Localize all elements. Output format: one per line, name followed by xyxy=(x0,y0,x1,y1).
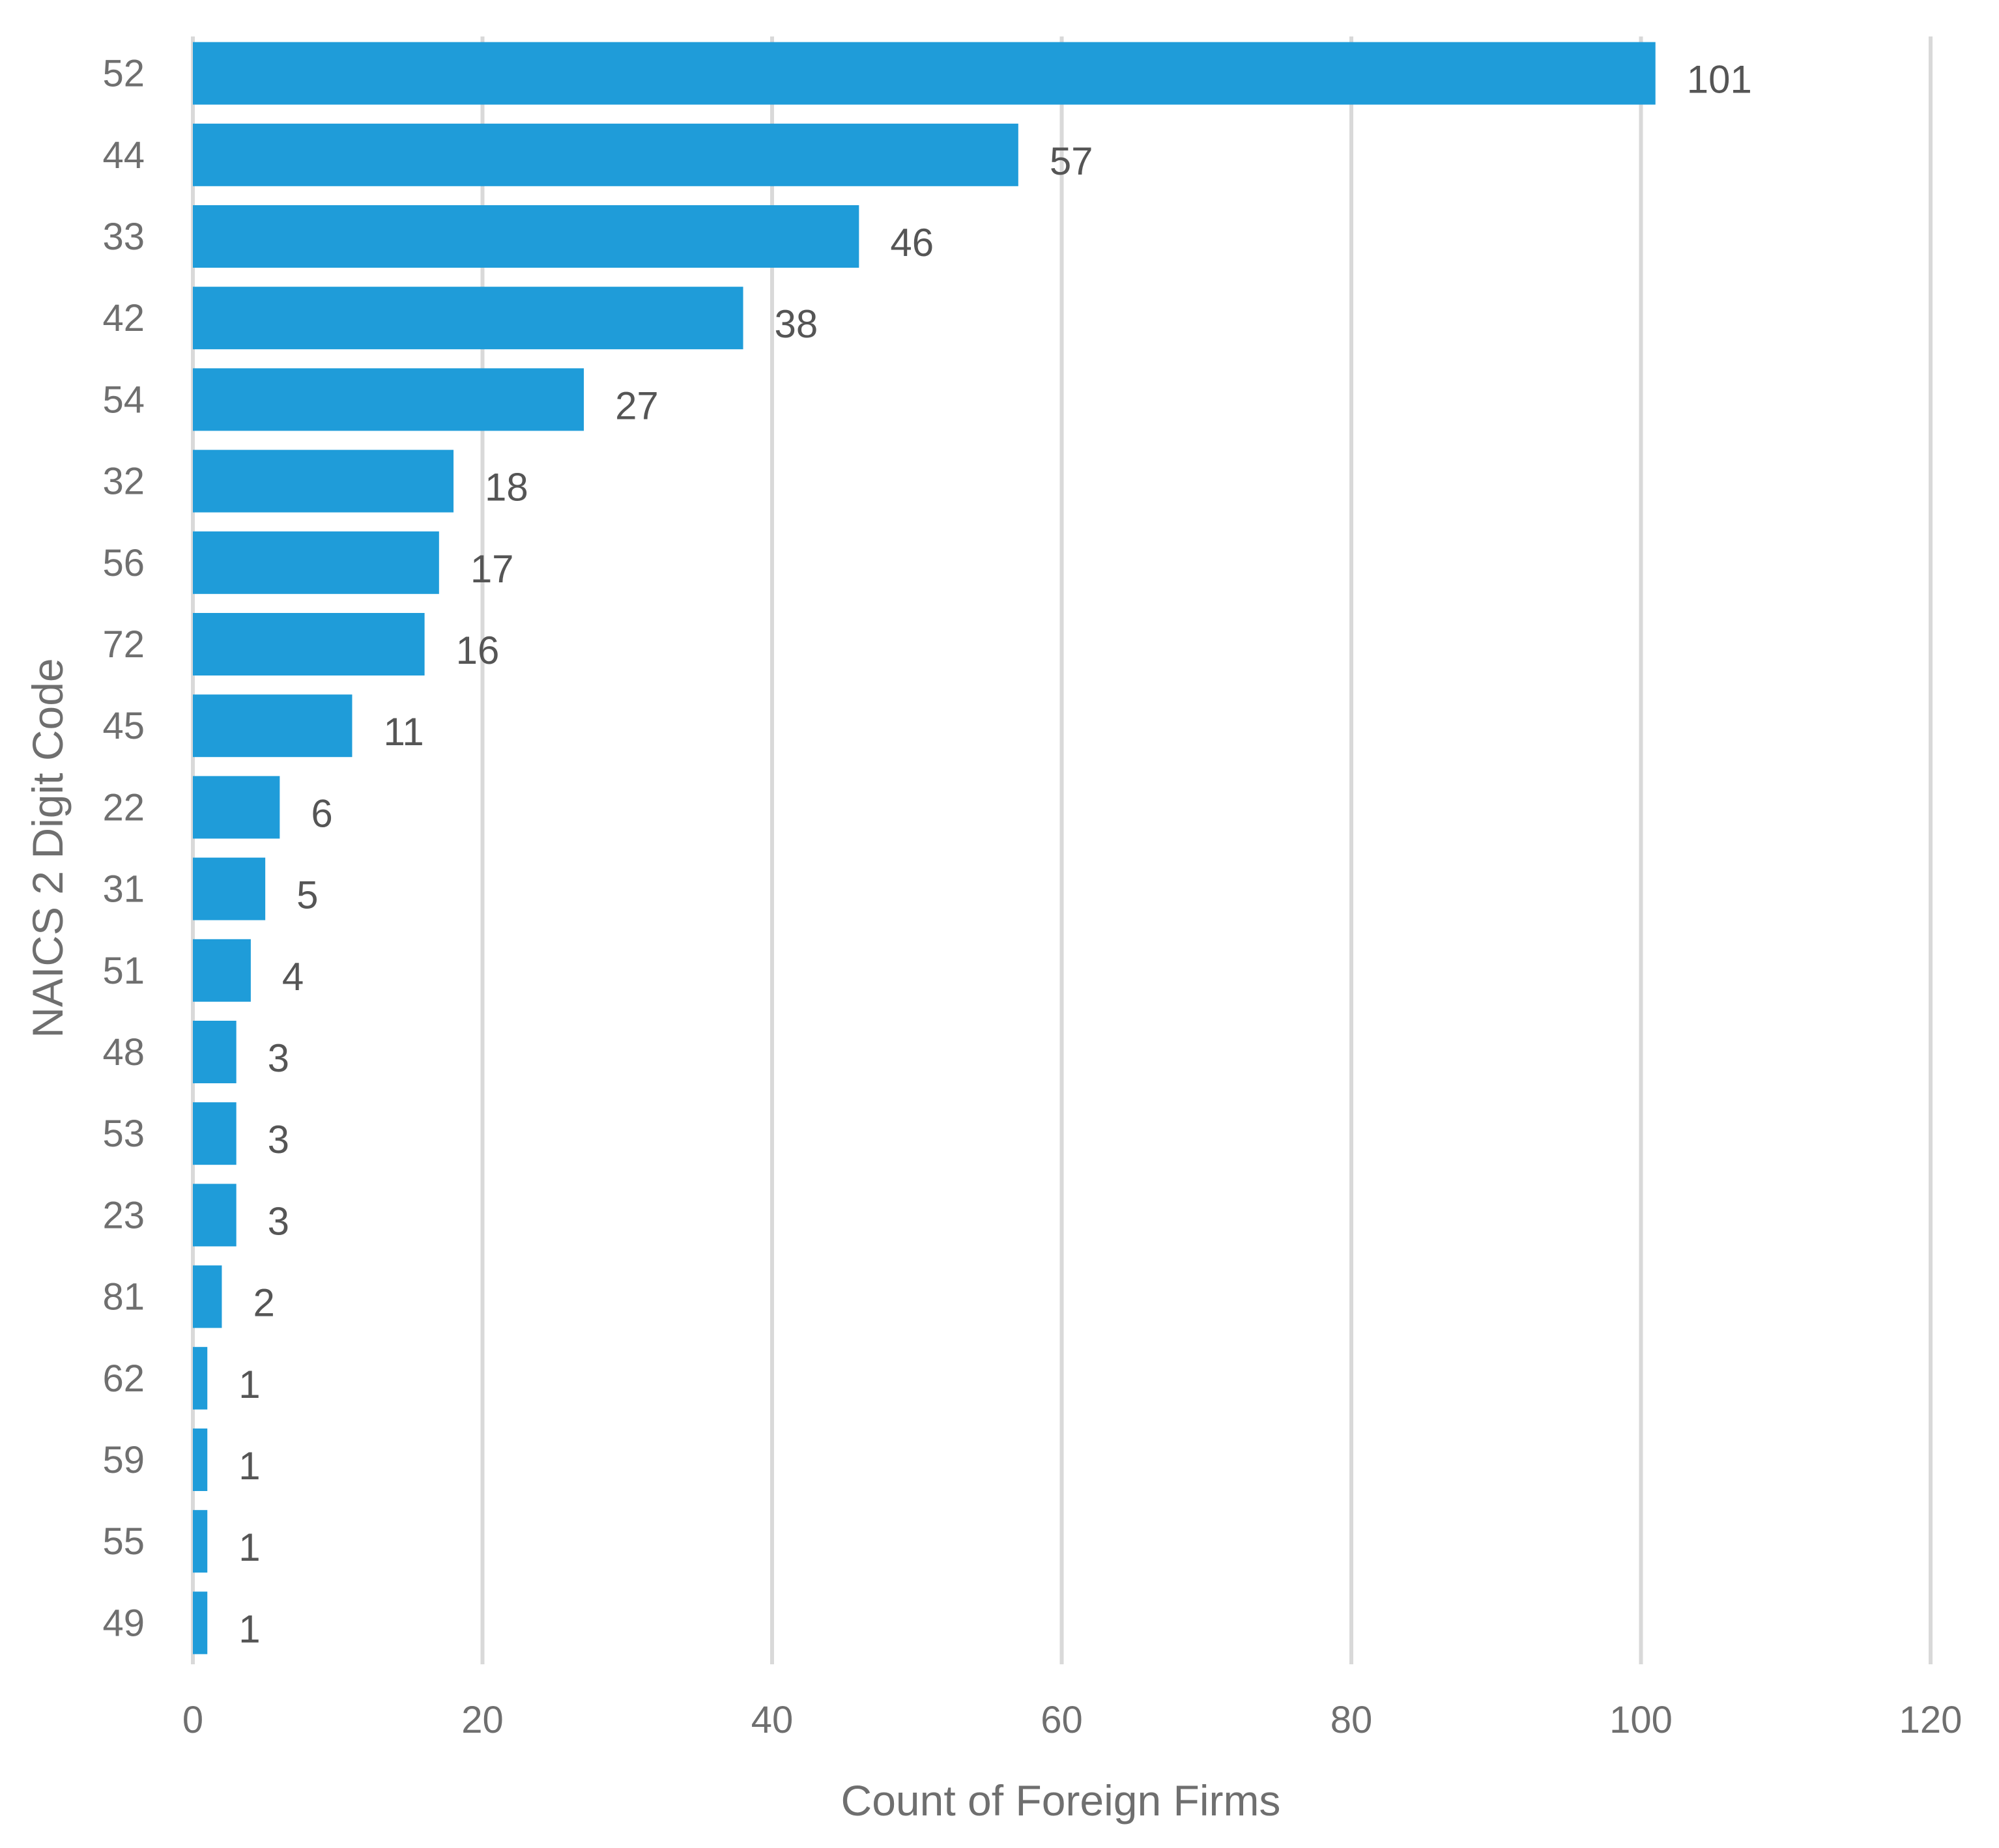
y-tick-label-31: 31 xyxy=(102,868,145,911)
y-tick-label-55: 55 xyxy=(102,1520,145,1563)
data-label-45: 11 xyxy=(383,710,424,754)
gridlines xyxy=(191,36,1933,1664)
y-tick-label-45: 45 xyxy=(102,705,145,747)
data-label-31: 5 xyxy=(296,874,318,917)
data-label-33: 46 xyxy=(890,221,934,264)
bar-33 xyxy=(193,205,859,268)
bar-55 xyxy=(193,1510,208,1573)
y-tick-label-33: 33 xyxy=(102,216,145,258)
x-axis-title: Count of Foreign Firms xyxy=(841,1776,1281,1825)
y-axis-title: NAICS 2 Digit Code xyxy=(23,658,72,1038)
data-label-56: 17 xyxy=(470,547,514,591)
y-tick-label-56: 56 xyxy=(102,542,145,584)
x-tick-label: 100 xyxy=(1609,1699,1673,1741)
y-tick-label-32: 32 xyxy=(102,461,145,503)
bar-48 xyxy=(193,1021,237,1083)
y-tick-label-23: 23 xyxy=(102,1194,145,1236)
bar-56 xyxy=(193,531,439,594)
bar-53 xyxy=(193,1102,237,1165)
data-label-59: 1 xyxy=(238,1444,260,1488)
data-label-54: 27 xyxy=(615,384,659,427)
y-tick-label-62: 62 xyxy=(102,1358,145,1400)
bar-49 xyxy=(193,1591,208,1655)
y-tick-labels: 52 44 33 42 54 32 56 72 45 22 31 51 48 53 23 81 62 59 55 49 xyxy=(102,53,145,1645)
data-label-44: 57 xyxy=(1050,139,1093,183)
bars xyxy=(193,42,1656,1655)
data-label-42: 38 xyxy=(775,302,818,346)
bar-54 xyxy=(193,368,584,431)
data-label-48: 3 xyxy=(268,1036,289,1080)
y-tick-label-53: 53 xyxy=(102,1113,145,1155)
bar-51 xyxy=(193,939,251,1002)
data-label-81: 2 xyxy=(253,1281,274,1325)
x-tick-label: 40 xyxy=(751,1699,794,1741)
bar-42 xyxy=(193,287,743,350)
bar-32 xyxy=(193,449,454,513)
y-tick-label-44: 44 xyxy=(102,134,145,177)
data-label-22: 6 xyxy=(311,791,332,835)
data-label-49: 1 xyxy=(238,1607,260,1651)
x-tick-labels: 0 20 40 60 80 100 120 xyxy=(182,1699,1963,1741)
y-tick-label-48: 48 xyxy=(102,1031,145,1073)
data-label-62: 1 xyxy=(238,1363,260,1406)
data-label-51: 4 xyxy=(282,955,304,999)
data-label-53: 3 xyxy=(268,1118,289,1161)
bar-59 xyxy=(193,1429,208,1491)
bar-22 xyxy=(193,776,280,839)
bar-52 xyxy=(193,42,1656,105)
bar-62 xyxy=(193,1346,208,1410)
bar-72 xyxy=(193,613,425,675)
bar-31 xyxy=(193,857,266,920)
data-label-72: 16 xyxy=(456,629,500,672)
y-tick-label-42: 42 xyxy=(102,297,145,339)
y-tick-label-22: 22 xyxy=(102,786,145,829)
x-tick-label: 120 xyxy=(1899,1699,1963,1741)
data-label-52: 101 xyxy=(1687,58,1752,102)
bar-23 xyxy=(193,1184,237,1247)
y-tick-label-59: 59 xyxy=(102,1439,145,1481)
x-tick-label: 80 xyxy=(1330,1699,1373,1741)
x-tick-label: 20 xyxy=(461,1699,504,1741)
bar-45 xyxy=(193,694,352,758)
y-tick-label-54: 54 xyxy=(102,378,145,421)
y-tick-label-81: 81 xyxy=(102,1276,145,1318)
y-tick-label-72: 72 xyxy=(102,623,145,666)
x-tick-label: 0 xyxy=(182,1699,203,1741)
y-tick-label-52: 52 xyxy=(102,53,145,95)
bar-44 xyxy=(193,123,1018,186)
bar-81 xyxy=(193,1265,222,1328)
y-tick-label-49: 49 xyxy=(102,1602,145,1644)
x-tick-label: 60 xyxy=(1041,1699,1083,1741)
data-label-32: 18 xyxy=(485,466,528,509)
data-label-23: 3 xyxy=(268,1199,289,1243)
y-tick-label-51: 51 xyxy=(102,950,145,992)
data-label-55: 1 xyxy=(238,1526,260,1569)
